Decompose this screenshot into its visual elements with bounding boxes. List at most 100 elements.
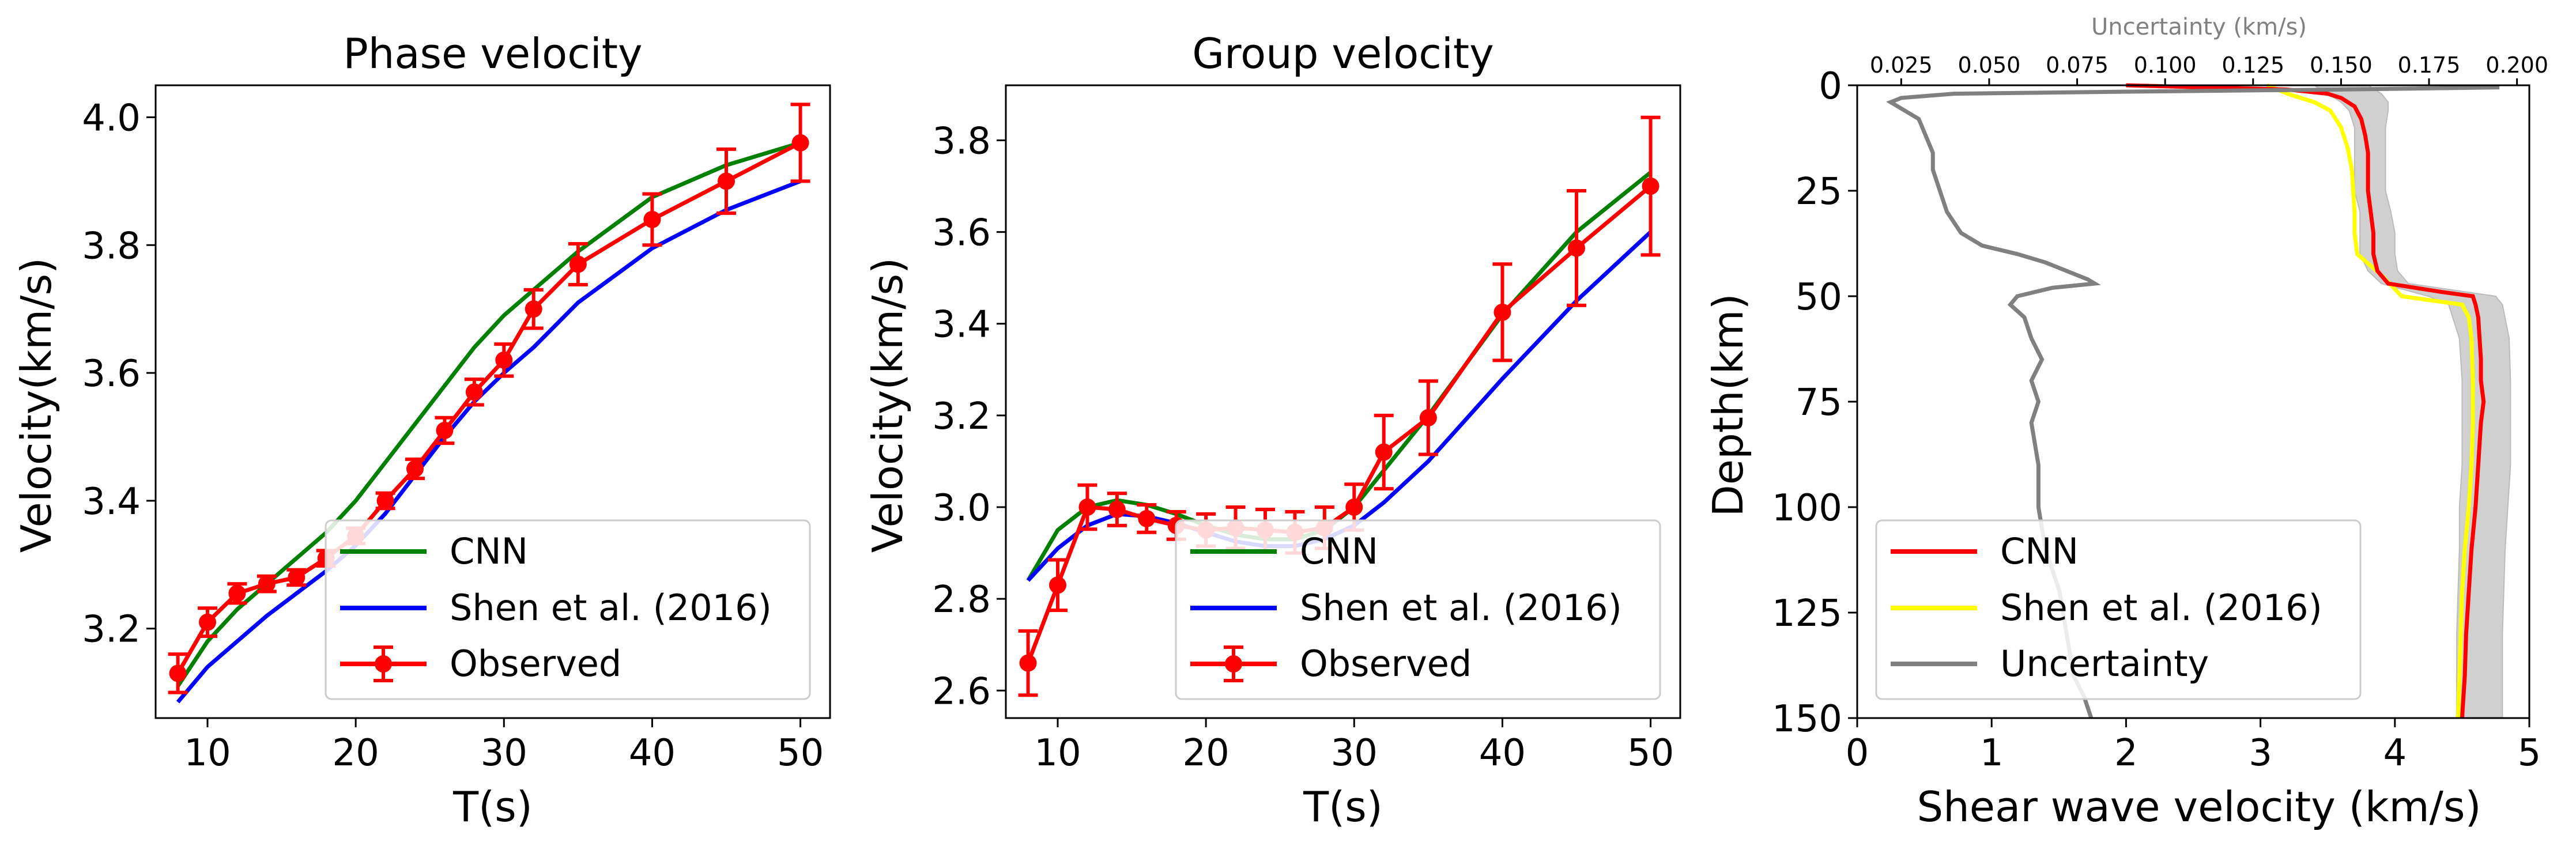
group-observed-point <box>1345 498 1363 516</box>
phase-x-tick-label: 50 <box>777 732 824 775</box>
profile-x-tick-label: 3 <box>2249 732 2272 775</box>
phase-y-axis-label: Velocity(km/s) <box>12 258 61 553</box>
group-y-tick-label: 2.6 <box>932 670 991 713</box>
group-y-tick-label: 3.0 <box>932 487 991 530</box>
phase-observed-point <box>791 134 809 152</box>
phase-y-tick-label: 4.0 <box>82 97 141 139</box>
phase-y-tick-label: 3.4 <box>82 481 141 523</box>
group-legend-observed-marker <box>1225 655 1242 673</box>
profile-x-axis-label: Shear wave velocity (km/s) <box>1917 783 2481 831</box>
phase-x-tick-label: 30 <box>481 732 527 775</box>
group-observed-point <box>1049 576 1066 594</box>
profile-x-tick-label: 1 <box>1980 732 2004 775</box>
phase-x-axis-label: T(s) <box>452 783 533 831</box>
profile-axes-frame <box>1856 84 2530 719</box>
profile-cnn-line <box>2126 83 2486 719</box>
phase-observed-point <box>525 300 542 318</box>
phase-observed-point <box>718 172 735 190</box>
profile-top-tick-label: 0.025 <box>1870 52 1933 78</box>
phase-observed-point <box>436 421 454 439</box>
group-x-tick-label: 50 <box>1627 732 1674 775</box>
group-y-tick-label: 3.2 <box>932 395 991 438</box>
group-legend-observed: Observed <box>1300 643 1472 685</box>
group-observed-point <box>1375 443 1393 461</box>
phase-observed-point <box>228 584 246 602</box>
phase-observed-point <box>406 460 424 478</box>
group-observed-point <box>1568 239 1585 257</box>
profile-uncertainty-line <box>1886 85 2500 719</box>
group-x-tick-label: 10 <box>1034 732 1081 775</box>
group-observed-point <box>1138 509 1156 527</box>
phase-observed-point <box>199 613 216 631</box>
shear-velocity-profile-chart: Uncertainty (km/s) Shear wave velocity (… <box>1704 14 2548 831</box>
group-legend: CNN Shen et al. (2016) Observed <box>1175 519 1661 700</box>
phase-y-tick-label: 3.8 <box>82 225 141 267</box>
group-x-tick-label: 20 <box>1182 732 1229 775</box>
phase-observed-point <box>569 255 587 273</box>
group-observed-point <box>1019 654 1037 672</box>
profile-legend-frame <box>1875 519 2362 700</box>
phase-observed-point <box>643 210 661 228</box>
group-x-tick-label: 40 <box>1479 732 1526 775</box>
profile-top-axis-label: Uncertainty (km/s) <box>2091 14 2307 40</box>
profile-y-tick-label: 75 <box>1796 382 1842 424</box>
phase-observed-point <box>258 575 276 593</box>
phase-legend: CNN Shen et al. (2016) Observed <box>325 519 811 700</box>
group-observed-point <box>1108 500 1126 518</box>
profile-y-tick-label: 125 <box>1772 592 1842 635</box>
group-observed-point <box>1419 409 1437 426</box>
group-axes-frame <box>1005 84 1681 719</box>
phase-observed-point <box>169 664 187 682</box>
group-chart-title: Group velocity <box>1192 29 1493 78</box>
phase-chart-title: Phase velocity <box>343 29 642 78</box>
profile-top-tick-label: 0.100 <box>2134 52 2197 78</box>
phase-legend-observed: Observed <box>450 643 621 685</box>
profile-y-tick-label: 0 <box>1819 65 1842 108</box>
profile-top-tick-label: 0.175 <box>2398 52 2461 78</box>
profile-y-axis-label: Depth(km) <box>1704 293 1752 516</box>
group-y-axis-label: Velocity(km/s) <box>863 258 912 553</box>
profile-x-tick-label: 2 <box>2114 732 2138 775</box>
profile-x-tick-label: 5 <box>2518 732 2541 775</box>
profile-y-tick-label: 100 <box>1772 487 1842 530</box>
profile-x-tick-label: 0 <box>1846 732 1869 775</box>
profile-top-tick-label: 0.050 <box>1958 52 2021 78</box>
phase-observed-point <box>376 492 394 509</box>
phase-x-tick-label: 10 <box>184 732 231 775</box>
profile-legend: CNN Shen et al. (2016) Uncertainty <box>1875 519 2362 700</box>
group-y-tick-label: 3.4 <box>932 304 991 346</box>
group-observed-point <box>1078 498 1096 516</box>
phase-velocity-chart: Phase velocity T(s) Velocity(km/s) 10 20 3… <box>12 29 831 831</box>
profile-y-tick-label: 150 <box>1772 698 1842 741</box>
phase-y-tick-label: 3.6 <box>82 353 141 395</box>
profile-legend-cnn: CNN <box>2000 530 2079 572</box>
profile-y-tick-label: 25 <box>1796 171 1842 213</box>
profile-top-tick-label: 0.200 <box>2486 52 2548 78</box>
group-legend-shen: Shen et al. (2016) <box>1300 587 1622 629</box>
group-observed-point <box>1493 303 1511 321</box>
phase-observed-point <box>288 569 306 586</box>
profile-x-tick-label: 4 <box>2383 732 2407 775</box>
group-x-tick-label: 30 <box>1331 732 1378 775</box>
phase-legend-shen: Shen et al. (2016) <box>450 587 772 629</box>
phase-cnn-line <box>176 141 801 688</box>
phase-legend-frame <box>325 519 811 700</box>
profile-legend-shen: Shen et al. (2016) <box>2000 587 2322 629</box>
group-velocity-chart: Group velocity T(s) Velocity(km/s) 10 20 3… <box>863 29 1681 831</box>
group-legend-frame <box>1175 519 1661 700</box>
profile-legend-uncertainty: Uncertainty <box>2000 643 2209 685</box>
phase-y-tick-label: 3.2 <box>82 609 141 651</box>
profile-top-tick-label: 0.125 <box>2222 52 2284 78</box>
phase-observed-point <box>495 351 513 369</box>
group-y-tick-label: 3.6 <box>932 212 991 255</box>
group-y-tick-label: 3.8 <box>932 120 991 163</box>
phase-observed-point <box>465 383 483 401</box>
phase-plot-area: 10 20 30 40 50 3.2 3.4 3.6 3.8 4.0 <box>82 84 831 775</box>
phase-axes-frame <box>154 84 831 719</box>
phase-x-tick-label: 40 <box>629 732 676 775</box>
group-y-tick-label: 2.8 <box>932 579 991 621</box>
group-observed-point <box>1642 177 1659 195</box>
phase-x-tick-label: 20 <box>332 732 379 775</box>
